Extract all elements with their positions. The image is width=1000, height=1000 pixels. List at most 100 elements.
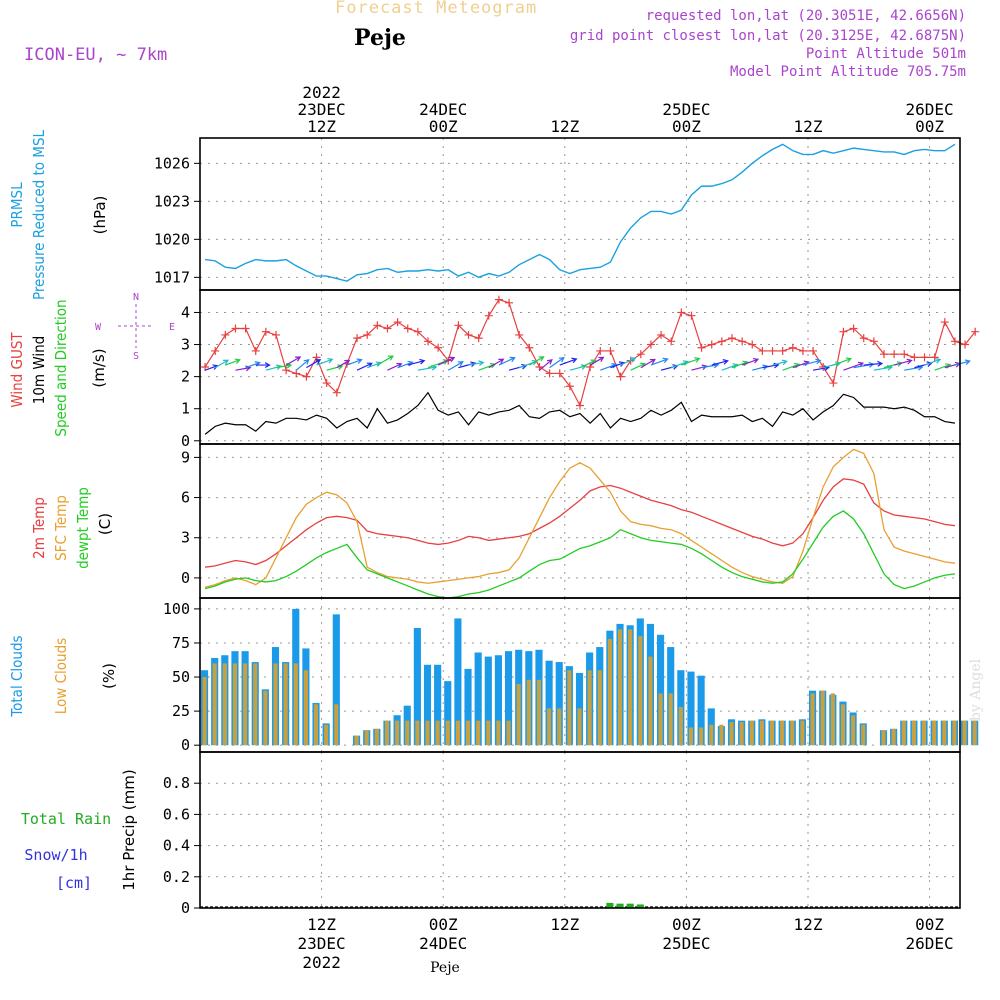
low-cloud-bar (547, 708, 552, 746)
gust-marker (606, 346, 615, 355)
time-label-top: 25DEC (662, 100, 710, 119)
low-cloud-bar (881, 730, 886, 746)
gust-marker (788, 343, 797, 352)
gust-marker (424, 337, 432, 346)
gust-marker (657, 330, 666, 339)
y-tick-label: 1 (181, 400, 190, 418)
y-tick-label: 0.8 (163, 774, 190, 792)
gust-marker (778, 346, 787, 355)
temp-sfc-line (204, 448, 956, 588)
watermark: by Angel (968, 658, 984, 721)
y-tick-label: 3 (181, 336, 190, 354)
low-cloud-bar (232, 663, 238, 746)
low-cloud-bar (415, 720, 420, 746)
wind-direction-arrow (255, 362, 271, 368)
wind-direction-arrow (559, 357, 578, 366)
wind-direction-arrow (508, 363, 528, 371)
y-tick-label: 3 (181, 529, 190, 547)
compass-w: W (95, 322, 102, 333)
wind-direction-arrow (498, 356, 516, 366)
low-cloud-bar (212, 663, 217, 746)
total-cloud-bar (494, 655, 502, 746)
time-label-bottom: 12Z (794, 915, 823, 934)
low-cloud-bar (749, 720, 754, 746)
gust-marker (667, 337, 676, 346)
wind-direction-arrow (924, 358, 942, 366)
wind-ylabel: (m/s) (90, 348, 108, 387)
total-cloud-bar (464, 668, 472, 746)
gust-marker (697, 343, 706, 352)
y-tick-label: 0.4 (163, 837, 190, 855)
low-cloud-bar (952, 720, 957, 746)
gust-marker (596, 346, 605, 355)
gust-marker (525, 343, 534, 352)
wind-direction-arrow (529, 356, 545, 366)
time-label-top: 23DEC (298, 100, 346, 119)
low-cloud-bar (354, 735, 359, 746)
low-cloud-bar (607, 638, 612, 746)
low-cloud-bar (617, 629, 623, 746)
y-tick-label: 4 (181, 303, 190, 321)
wind-direction-arrow (954, 359, 971, 366)
low-cloud-bar (830, 693, 835, 746)
y-tick-label: 25 (172, 702, 190, 720)
temp-ylabel: (C) (96, 513, 114, 535)
low-cloud-bar (455, 720, 460, 746)
wind-direction-arrow (336, 359, 351, 369)
gust-marker (636, 350, 645, 359)
wind-speed-line (204, 391, 956, 435)
low-cloud-bar (324, 724, 329, 746)
low-cloud-bar (435, 720, 440, 746)
wind-direction-arrow (326, 364, 344, 371)
wind-direction-arrow (610, 361, 626, 369)
low-cloud-bar (395, 720, 400, 746)
low-cloud-bar (942, 720, 947, 746)
gust-marker (920, 353, 929, 362)
total-cloud-bar (687, 671, 695, 746)
gust-marker (555, 369, 564, 378)
y-tick-label: 0 (181, 899, 190, 917)
panel-frame (199, 137, 961, 291)
temp-sfc-label: SFC Temp (52, 495, 70, 561)
panel-frame (199, 443, 961, 599)
y-tick-label: 9 (181, 448, 190, 466)
wind-direction-arrow (893, 358, 913, 366)
low-cloud-bar (405, 720, 410, 746)
low-cloud-bar (496, 720, 501, 746)
compass-n: N (133, 292, 139, 303)
low-cloud-bar (222, 663, 227, 746)
gust-marker (403, 324, 412, 333)
low-cloud-bar (445, 720, 450, 746)
gust-marker (454, 321, 463, 330)
time-label-bottom: 00Z (915, 915, 944, 934)
low-cloud-bar (465, 720, 471, 746)
gust-marker (363, 330, 372, 339)
low-cloud-bar (283, 663, 288, 746)
temp-2m-line (204, 478, 956, 568)
total-cloud-bar (454, 618, 462, 746)
wind-direction-arrow (539, 358, 553, 371)
rain-bar (606, 902, 614, 908)
wind-label: 10m Wind (30, 336, 48, 405)
time-label-top: 00Z (429, 117, 458, 136)
wind-direction-arrow (356, 362, 373, 371)
gust-marker (728, 334, 736, 343)
gust-marker (332, 388, 341, 397)
total-cloud-bar (332, 614, 340, 746)
wind-direction-arrow (377, 355, 395, 366)
low-cloud-bar (597, 670, 602, 746)
wind-direction-arrow (468, 360, 485, 367)
gust-marker (292, 369, 301, 378)
gust-marker (849, 324, 858, 333)
gust-marker (302, 372, 311, 381)
gust-marker (768, 346, 777, 355)
gust-marker (353, 334, 362, 343)
time-label-top: 00Z (915, 117, 944, 136)
rain-bar (636, 904, 644, 908)
wind-direction-arrow (833, 357, 852, 366)
low-cloud-bar (577, 708, 582, 746)
low-cloud-bar (800, 720, 805, 746)
wind-direction-arrow (863, 360, 884, 367)
gust-label: Wind GUST (8, 332, 26, 408)
low-cloud-bar (506, 720, 511, 746)
